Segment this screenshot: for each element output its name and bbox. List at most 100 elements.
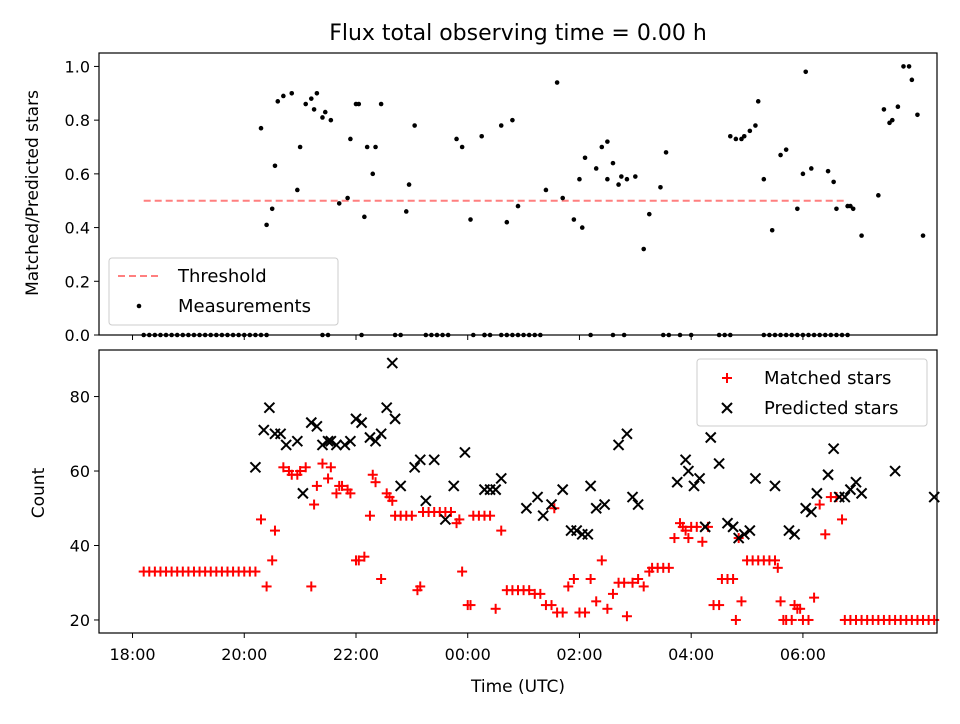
matched-star-point bbox=[814, 499, 825, 510]
predicted-star-point bbox=[679, 454, 692, 466]
bottom-x-tick-label: 00:00 bbox=[445, 645, 491, 664]
matched-star-point bbox=[680, 525, 691, 536]
predicted-star-stroke-b bbox=[258, 424, 270, 436]
predicted-star-stroke-b bbox=[783, 524, 795, 537]
measurement-point bbox=[406, 182, 412, 187]
predicted-star-stroke-b bbox=[389, 413, 401, 425]
predicted-star-point bbox=[850, 476, 862, 488]
matched-star-point bbox=[376, 574, 387, 585]
predicted-star-stroke-b bbox=[249, 461, 262, 474]
predicted-star-point bbox=[713, 457, 725, 470]
measurement-point bbox=[348, 136, 353, 142]
measurement-point bbox=[727, 133, 733, 139]
matched-star-point bbox=[465, 600, 476, 611]
matched-star-point bbox=[602, 603, 613, 614]
measurement-point bbox=[560, 195, 565, 201]
matched-star-point bbox=[585, 574, 596, 585]
predicted-star-point bbox=[769, 480, 781, 492]
matched-star-point bbox=[359, 551, 370, 562]
bottom-x-tick-label: 04:00 bbox=[668, 645, 714, 664]
predicted-star-stroke-b bbox=[705, 431, 717, 444]
bottom-y-tick-label: 40 bbox=[70, 536, 90, 555]
predicted-star-point bbox=[420, 495, 432, 507]
matched-star-point bbox=[250, 566, 261, 577]
bottom-axes-frame bbox=[98, 349, 938, 634]
matched-star-point bbox=[496, 525, 507, 536]
matched-star-point bbox=[311, 480, 322, 491]
matched-star-point bbox=[261, 581, 272, 592]
measurement-point bbox=[264, 222, 269, 228]
measurement-point bbox=[795, 206, 800, 212]
predicted-star-point bbox=[350, 413, 362, 425]
predicted-star-point bbox=[688, 480, 700, 492]
predicted-star-point bbox=[339, 439, 351, 451]
predicted-star-point bbox=[805, 506, 818, 518]
predicted-star-stroke-b bbox=[459, 446, 471, 459]
predicted-star-point bbox=[693, 472, 706, 485]
legend-predicted-swatch-b bbox=[721, 402, 733, 414]
predicted-star-stroke-b bbox=[570, 524, 583, 537]
measurement-point bbox=[373, 144, 378, 150]
predicted-star-point bbox=[632, 498, 644, 511]
measurement-point bbox=[314, 90, 320, 96]
matched-star-point bbox=[295, 466, 306, 477]
top-y-tick-label: 0.4 bbox=[65, 219, 90, 238]
predicted-star-point bbox=[598, 498, 611, 511]
measurement-point bbox=[356, 101, 362, 107]
predicted-star-point bbox=[369, 435, 382, 447]
predicted-star-point bbox=[584, 480, 597, 492]
measurement-point bbox=[320, 115, 325, 120]
predicted-star-stroke-b bbox=[855, 487, 868, 500]
measurement-point bbox=[311, 107, 317, 112]
matched-star-point bbox=[837, 514, 848, 525]
matched-star-point bbox=[309, 499, 320, 510]
measurement-point bbox=[646, 211, 652, 217]
measurement-point bbox=[906, 64, 912, 69]
predicted-star-stroke-b bbox=[364, 431, 376, 444]
top-legend-box bbox=[108, 257, 339, 326]
matched-star-point bbox=[714, 600, 725, 611]
measurement-point bbox=[498, 123, 504, 128]
measurement-point bbox=[308, 96, 314, 101]
matched-star-point bbox=[445, 506, 456, 517]
bottom-x-tick-label: 20:00 bbox=[221, 645, 267, 664]
predicted-star-stroke-b bbox=[344, 435, 357, 447]
predicted-star-stroke-b bbox=[732, 532, 745, 544]
measurement-point bbox=[733, 136, 739, 142]
measurement-point bbox=[755, 99, 761, 104]
top-y-tick-label: 0.0 bbox=[65, 326, 90, 345]
measurement-point bbox=[831, 179, 836, 185]
predicted-star-stroke-b bbox=[621, 428, 633, 440]
predicted-star-point bbox=[827, 442, 840, 455]
matched-star-point bbox=[803, 614, 814, 625]
predicted-star-point bbox=[582, 528, 594, 541]
matched-star-point bbox=[663, 562, 674, 573]
measurement-point bbox=[543, 187, 549, 193]
predicted-star-stroke-b bbox=[850, 476, 862, 488]
top-plot-area: 0.0 0.2 0.4 0.6 0.8 1.0 Threshold Measurements bbox=[65, 52, 938, 345]
predicted-star-point bbox=[749, 472, 762, 485]
matched-star-point bbox=[769, 555, 780, 566]
matched-star-point bbox=[809, 592, 820, 603]
predicted-star-point bbox=[889, 465, 901, 477]
measurement-point bbox=[881, 107, 887, 112]
predicted-star-point bbox=[381, 402, 393, 414]
top-y-tick-label: 0.8 bbox=[65, 111, 90, 130]
bottom-x-tick-label: 18:00 bbox=[109, 645, 155, 664]
predicted-star-stroke-b bbox=[584, 480, 597, 492]
legend-threshold-label: Threshold bbox=[177, 266, 267, 287]
measurement-point bbox=[624, 176, 630, 182]
measurement-point bbox=[454, 136, 459, 142]
predicted-star-stroke-b bbox=[439, 513, 452, 526]
matched-star-point bbox=[387, 495, 398, 506]
predicted-star-stroke-b bbox=[545, 498, 558, 511]
measurement-point bbox=[577, 176, 582, 182]
predicted-star-stroke-b bbox=[305, 416, 318, 429]
predicted-star-stroke-b bbox=[612, 439, 625, 451]
predicted-star-point bbox=[249, 461, 262, 474]
predicted-star-point bbox=[537, 509, 549, 522]
predicted-star-point bbox=[330, 439, 343, 451]
measurement-point bbox=[641, 246, 646, 252]
predicted-star-stroke-b bbox=[582, 528, 594, 541]
